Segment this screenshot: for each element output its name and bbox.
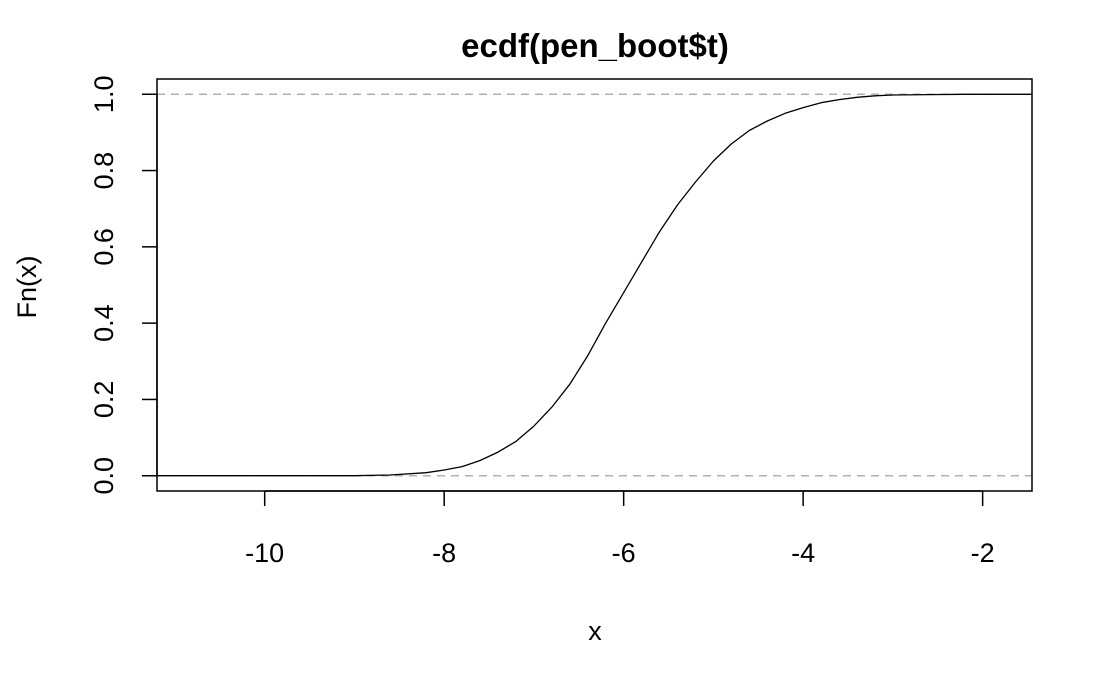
plot-frame (156, 78, 1033, 492)
chart-title: ecdf(pen_boot$t) (461, 27, 729, 64)
y-axis: 0.0 0.2 0.4 0.6 0.8 1.0 (89, 76, 158, 495)
y-axis-label: Fn(x) (12, 256, 42, 319)
ecdf-curve-0 (157, 93, 1032, 477)
x-axis: -10 -8 -6 -4 -2 (245, 490, 995, 568)
y-tick-label: 0.8 (89, 152, 119, 190)
x-axis-label: x (588, 616, 602, 646)
y-tick-label: 0.4 (89, 304, 119, 342)
y-tick-label: 0.6 (89, 228, 119, 266)
x-tick-label: -4 (791, 538, 815, 568)
x-tick-label: -2 (971, 538, 995, 568)
y-tick-label: 1.0 (89, 76, 119, 114)
x-tick-label: -6 (612, 538, 636, 568)
y-tick-label: 0.0 (89, 457, 119, 495)
x-tick-label: -10 (245, 538, 284, 568)
reference-lines (157, 93, 1032, 477)
series-layer (157, 93, 1032, 477)
x-tick-label: -8 (432, 538, 456, 568)
y-tick-label: 0.2 (89, 381, 119, 419)
